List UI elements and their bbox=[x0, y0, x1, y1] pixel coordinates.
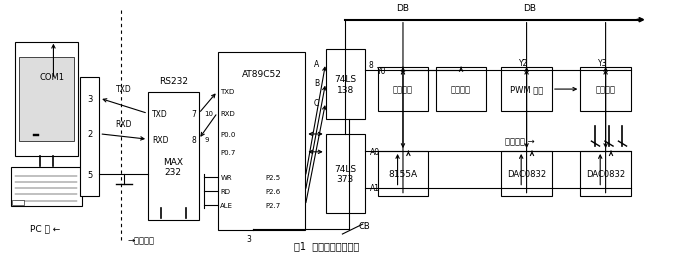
Text: ALE: ALE bbox=[220, 202, 234, 209]
Text: WR: WR bbox=[220, 174, 232, 180]
Text: P0.0: P0.0 bbox=[220, 132, 236, 137]
Text: 焊接电极 →: 焊接电极 → bbox=[505, 137, 535, 146]
Text: Y3: Y3 bbox=[597, 59, 607, 68]
Text: P2.6: P2.6 bbox=[266, 188, 281, 194]
Text: DB: DB bbox=[524, 4, 537, 13]
Text: Y2: Y2 bbox=[518, 59, 528, 68]
Text: 9: 9 bbox=[204, 137, 208, 143]
Text: RS232: RS232 bbox=[159, 77, 188, 86]
Text: PC 机 ←: PC 机 ← bbox=[29, 224, 60, 232]
Bar bbox=[326, 134, 365, 213]
Bar bbox=[217, 53, 305, 230]
Text: 位置开关: 位置开关 bbox=[393, 85, 413, 94]
Text: 10: 10 bbox=[204, 111, 213, 117]
Text: TXD: TXD bbox=[220, 89, 234, 95]
Bar bbox=[148, 92, 199, 220]
Bar bbox=[12, 200, 24, 205]
Bar bbox=[501, 151, 552, 196]
Text: 电机控制: 电机控制 bbox=[451, 85, 471, 94]
Bar bbox=[501, 68, 552, 112]
Bar bbox=[580, 68, 631, 112]
Text: B: B bbox=[314, 79, 319, 88]
Text: CB: CB bbox=[358, 221, 370, 230]
Bar bbox=[33, 135, 39, 137]
Bar bbox=[19, 58, 74, 141]
Text: 7: 7 bbox=[191, 109, 196, 119]
Text: 功率控制: 功率控制 bbox=[596, 85, 616, 94]
Text: P2.7: P2.7 bbox=[266, 202, 281, 209]
Text: RXD: RXD bbox=[152, 135, 169, 144]
Bar bbox=[436, 68, 486, 112]
Text: RD: RD bbox=[220, 188, 230, 194]
Text: RXD: RXD bbox=[220, 110, 235, 116]
Text: 8155A: 8155A bbox=[388, 169, 417, 178]
Text: 8: 8 bbox=[369, 61, 374, 70]
Bar bbox=[378, 68, 428, 112]
Text: 3: 3 bbox=[247, 235, 252, 244]
Text: COM1: COM1 bbox=[40, 73, 65, 82]
Text: C: C bbox=[314, 98, 319, 107]
Bar bbox=[11, 167, 82, 206]
Text: 图1  系统硬件结构框图: 图1 系统硬件结构框图 bbox=[294, 240, 360, 250]
Text: 5: 5 bbox=[87, 170, 93, 179]
Text: A0: A0 bbox=[370, 147, 381, 156]
Text: A1: A1 bbox=[370, 183, 380, 192]
Text: 74LS
138: 74LS 138 bbox=[334, 75, 356, 94]
Bar bbox=[378, 151, 428, 196]
Text: DB: DB bbox=[396, 4, 409, 13]
Text: DAC0832: DAC0832 bbox=[507, 169, 546, 178]
Text: RXD: RXD bbox=[116, 120, 132, 129]
Text: →下位机侧: →下位机侧 bbox=[128, 236, 155, 245]
Bar bbox=[326, 50, 365, 119]
Text: TXD: TXD bbox=[152, 109, 168, 119]
Text: TXD: TXD bbox=[116, 84, 131, 93]
Text: PWM 电路: PWM 电路 bbox=[510, 85, 543, 94]
Bar bbox=[15, 43, 78, 156]
Text: P2.5: P2.5 bbox=[266, 174, 281, 180]
Text: 2: 2 bbox=[87, 130, 93, 139]
Text: 3: 3 bbox=[87, 94, 93, 103]
Bar bbox=[580, 151, 631, 196]
Text: P0.7: P0.7 bbox=[220, 149, 236, 155]
Bar bbox=[80, 77, 99, 196]
Text: A: A bbox=[314, 60, 319, 69]
Text: AT89C52: AT89C52 bbox=[242, 70, 281, 78]
Text: DAC0832: DAC0832 bbox=[586, 169, 625, 178]
Text: 74LS
373: 74LS 373 bbox=[334, 164, 356, 183]
Text: Y0: Y0 bbox=[377, 67, 387, 75]
Text: MAX
232: MAX 232 bbox=[163, 157, 183, 176]
Text: 8: 8 bbox=[191, 135, 196, 144]
